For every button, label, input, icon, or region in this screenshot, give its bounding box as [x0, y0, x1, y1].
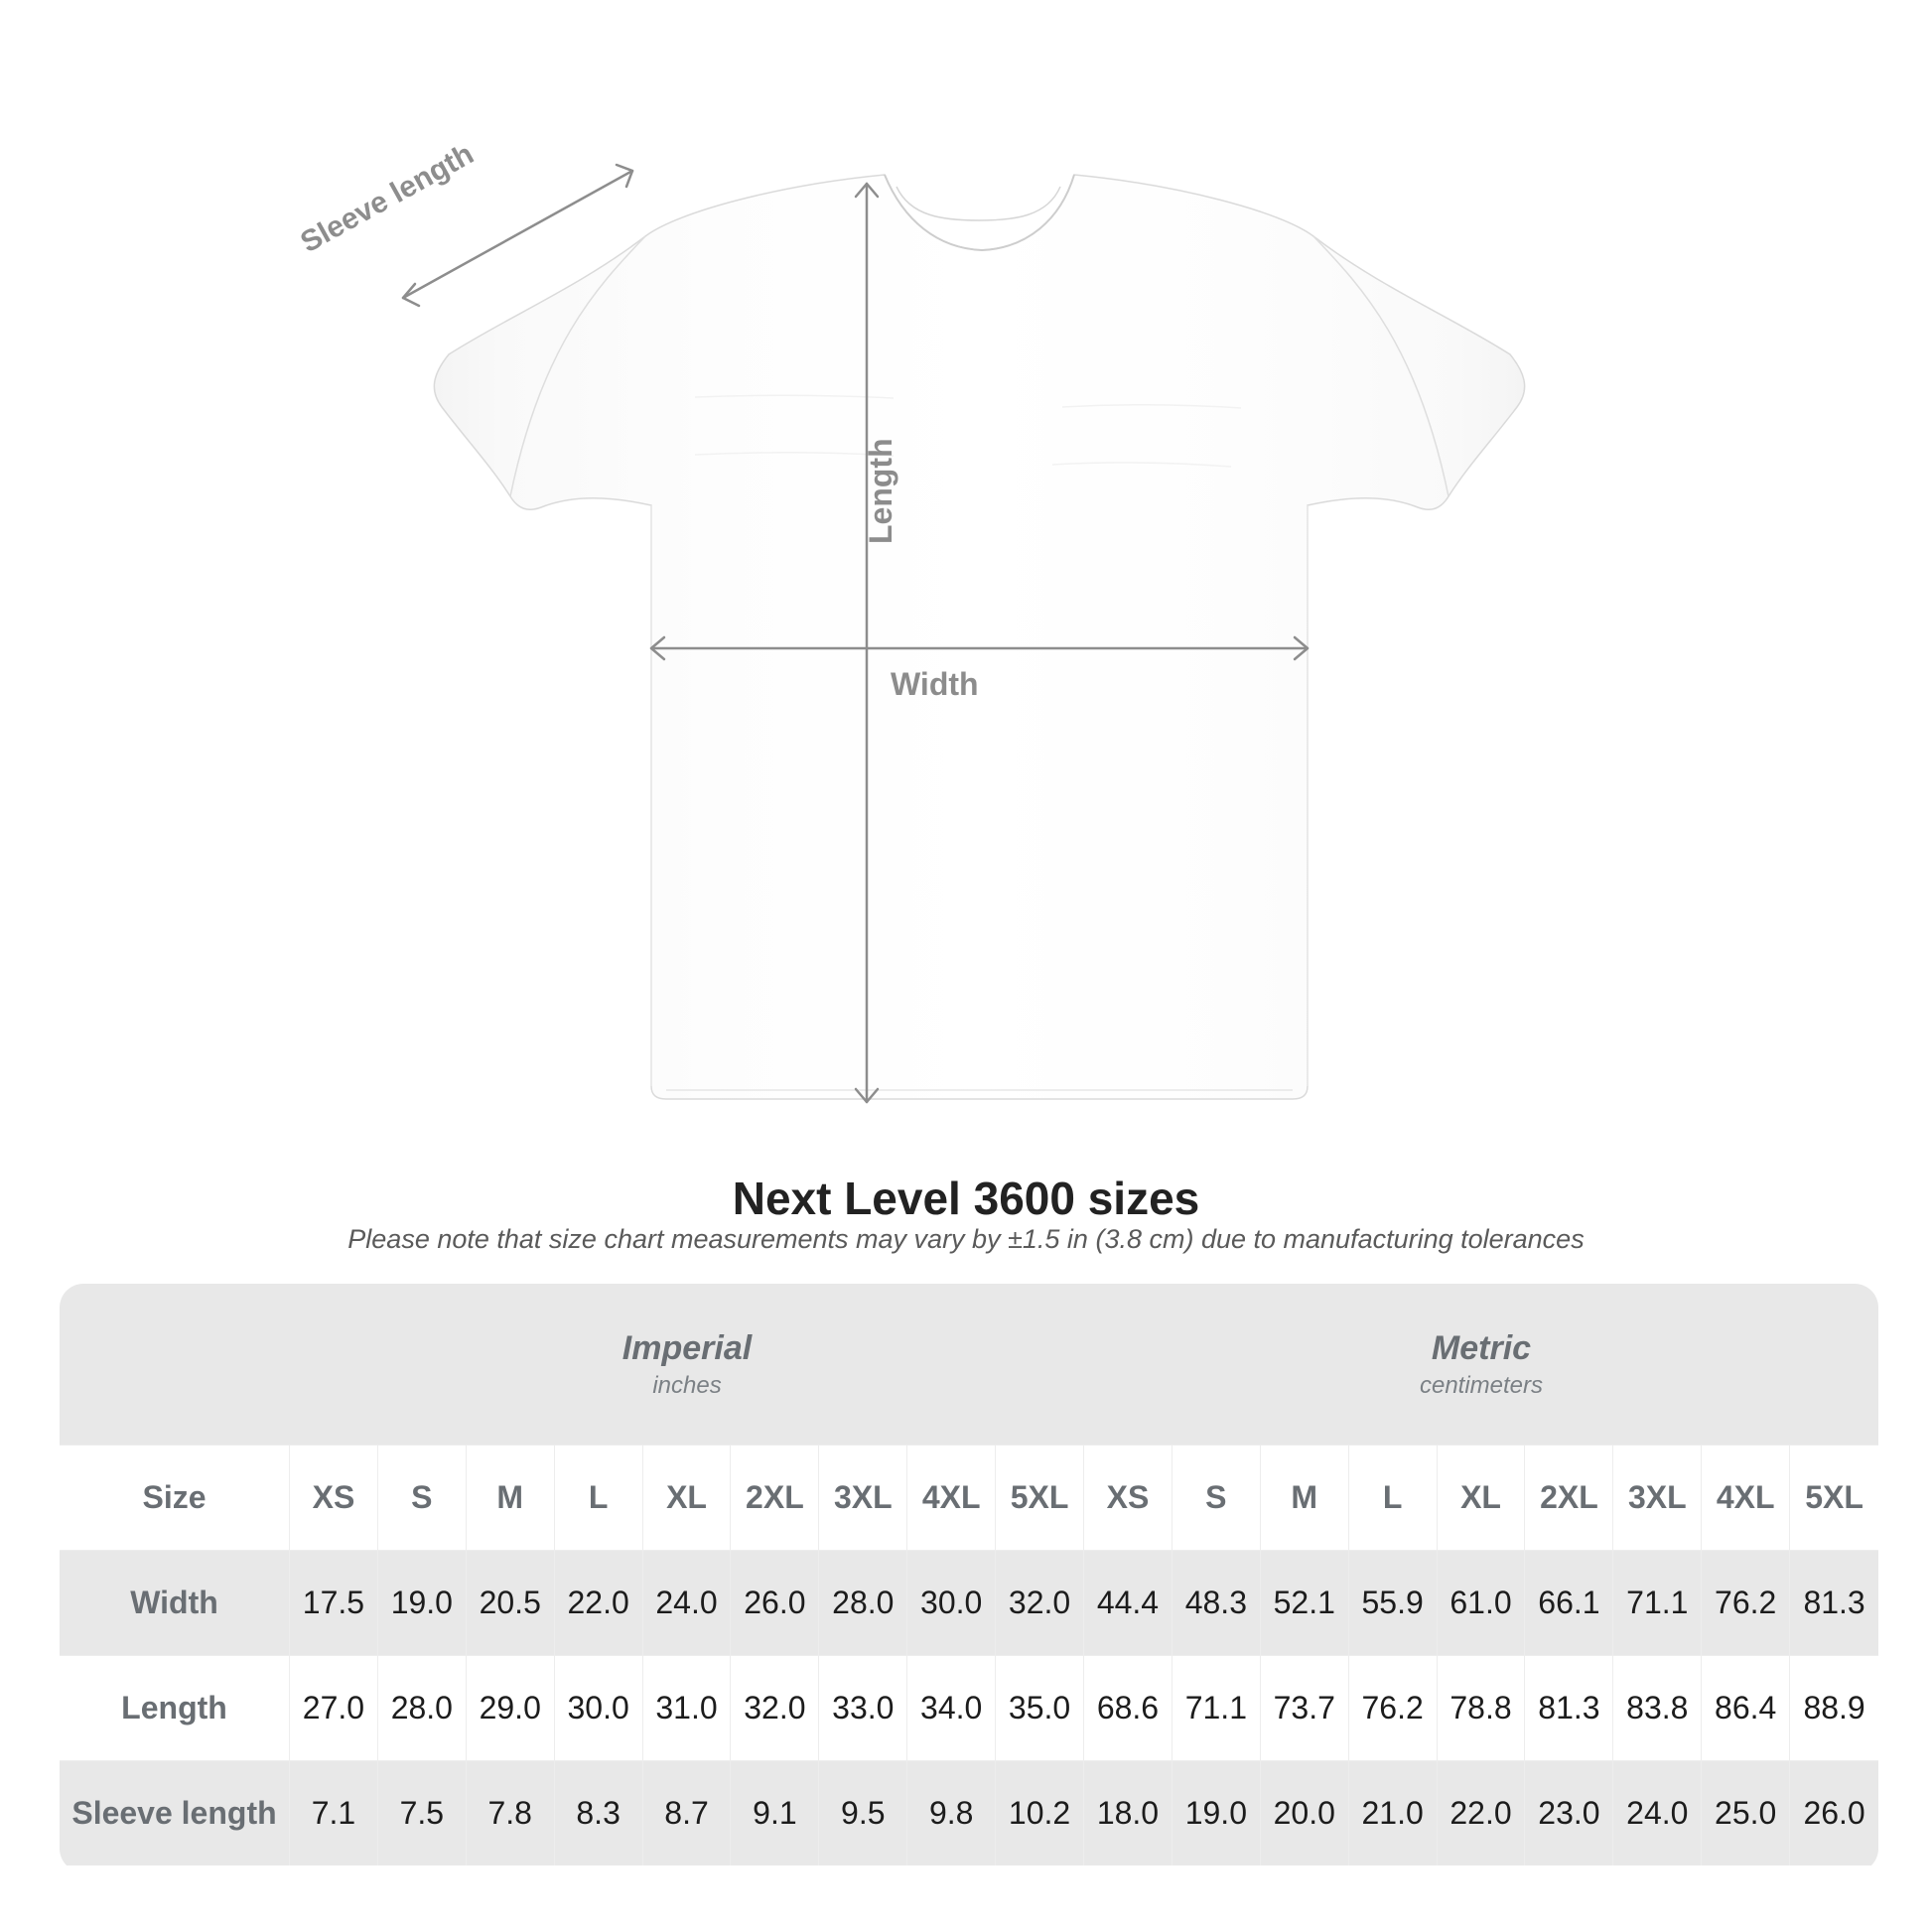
svg-text:Length: Length: [863, 438, 898, 544]
svg-text:Width: Width: [891, 666, 979, 702]
svg-text:Sleeve length: Sleeve length: [295, 137, 479, 259]
